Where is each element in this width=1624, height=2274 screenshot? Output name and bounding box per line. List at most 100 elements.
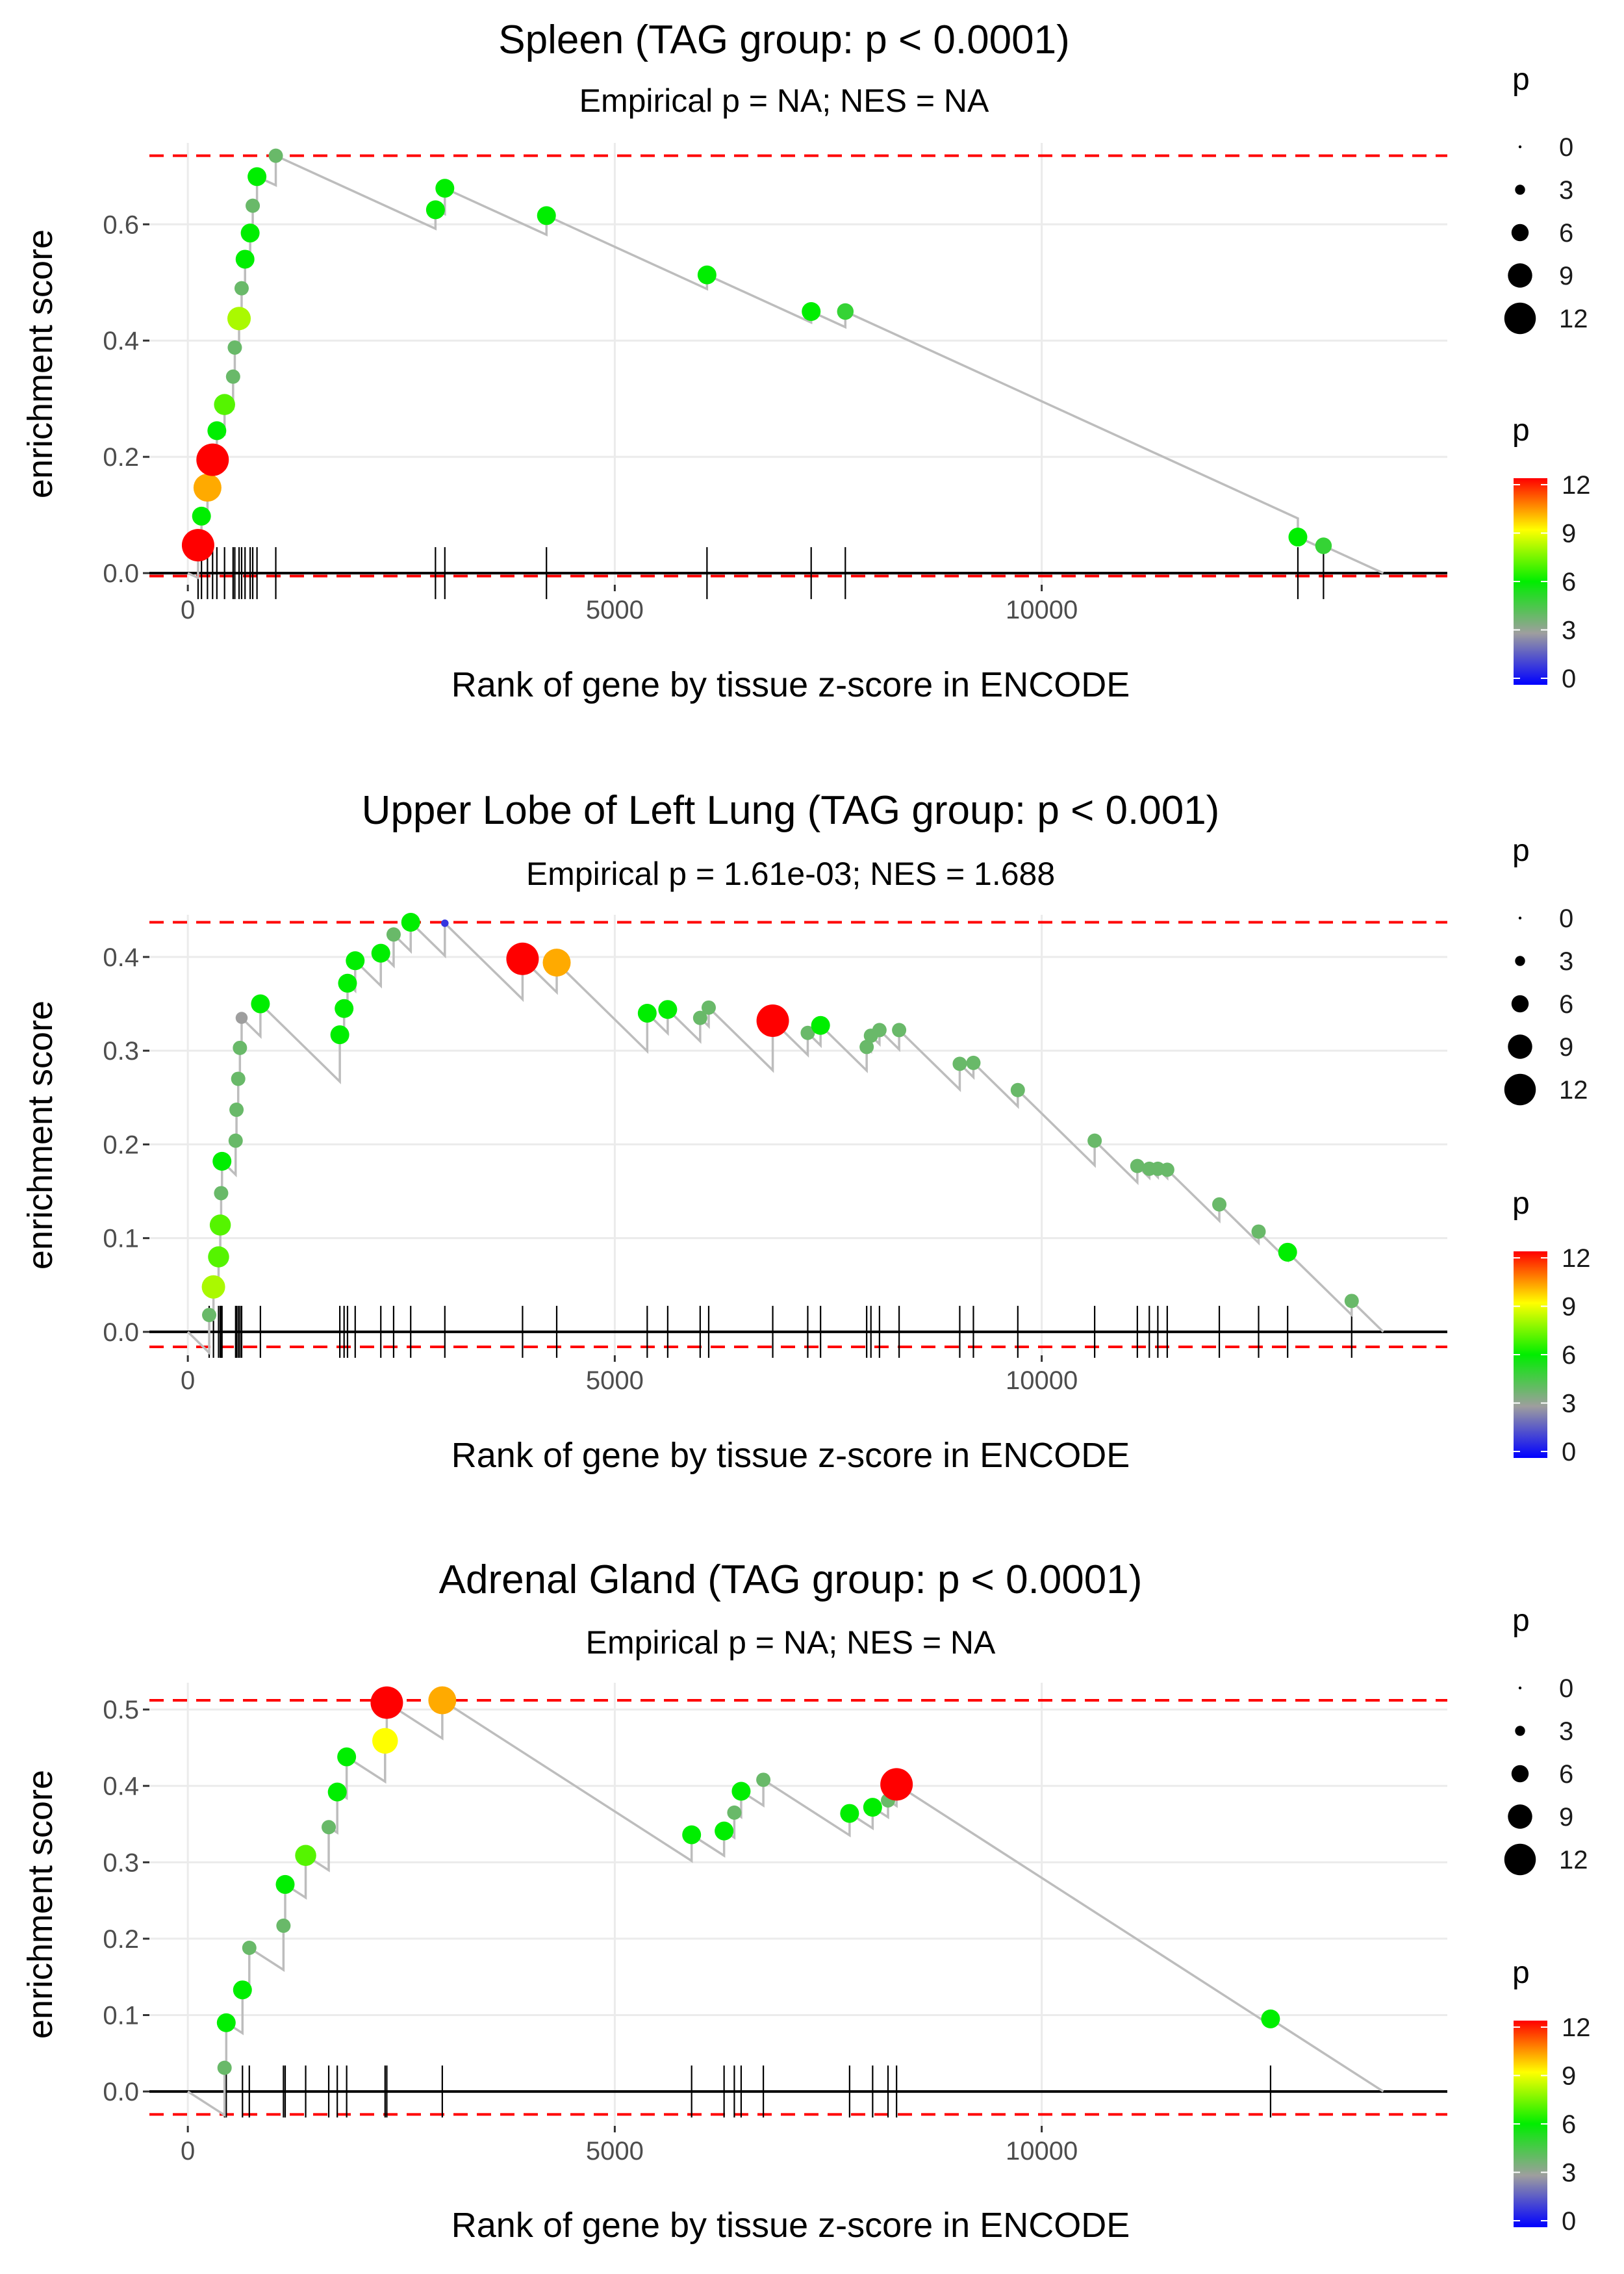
color-legend-label: 3: [1562, 617, 1576, 645]
size-legend-label: 12: [1559, 1846, 1588, 1874]
x-tick-label: 0: [181, 1366, 195, 1395]
gene-rug: [223, 2065, 1272, 2118]
size-legend-title: p: [1512, 1603, 1530, 1638]
y-axis-title: enrichment score: [21, 1770, 60, 2039]
data-point: [658, 1000, 678, 1019]
data-point: [859, 1040, 874, 1054]
size-legend-label: 6: [1559, 990, 1573, 1019]
plot-area: 0.0 0.1 0.2 0.3 0.4 0.5 0 5000 10000: [103, 1683, 1447, 2165]
data-point: [235, 249, 255, 269]
color-legend-label: 9: [1562, 520, 1576, 548]
x-tick-label: 0: [181, 2137, 195, 2165]
size-legend-label: 9: [1559, 1033, 1573, 1062]
data-point: [233, 1980, 252, 2000]
plot-area: 0.0 0.1 0.2 0.3 0.4 0 5000 10000: [103, 913, 1447, 1395]
x-tick-label: 5000: [586, 596, 644, 624]
color-legend: p 12 9 6 3 0: [1512, 413, 1591, 693]
size-legend-label: 3: [1559, 176, 1573, 205]
color-legend-label: 6: [1562, 568, 1576, 596]
size-legend-label: 9: [1559, 262, 1573, 290]
reference-lines: [149, 921, 1447, 1349]
data-point: [425, 200, 445, 220]
data-point: [202, 1307, 217, 1322]
enrichment-path: [187, 1698, 1384, 2117]
data-point: [371, 943, 390, 963]
data-point: [251, 994, 270, 1014]
data-point: [247, 167, 267, 186]
color-legend-label: 12: [1562, 471, 1591, 500]
y-tick-label: 0.4: [103, 327, 139, 355]
color-legend-label: 3: [1562, 2159, 1576, 2188]
y-tick-label: 0.0: [103, 1318, 139, 1347]
data-point: [701, 1000, 716, 1015]
x-axis-ticks: 0 5000 10000: [181, 2126, 1078, 2165]
data-point: [731, 1782, 751, 1801]
data-point: [208, 1246, 229, 1268]
color-legend-label: 9: [1562, 1293, 1576, 1322]
color-legend-title: p: [1512, 413, 1530, 448]
data-point: [231, 1071, 246, 1086]
y-tick-label: 0.0: [103, 2078, 139, 2106]
color-legend-title: p: [1512, 1956, 1530, 1990]
color-legend-label: 0: [1562, 2207, 1576, 2236]
size-legend-key: [1515, 956, 1525, 966]
data-point: [1087, 1133, 1102, 1148]
data-point: [372, 1728, 398, 1754]
reference-lines: [149, 154, 1447, 578]
y-axis-ticks: 0.0 0.2 0.4 0.6: [103, 211, 149, 588]
data-point: [246, 198, 260, 213]
data-point: [542, 949, 571, 977]
data-point: [201, 1275, 225, 1299]
data-point: [242, 1941, 257, 1956]
size-legend-label: 0: [1559, 133, 1573, 162]
size-legend-label: 6: [1559, 219, 1573, 248]
size-legend-key: [1511, 1765, 1529, 1783]
gene-rug: [208, 1305, 1352, 1358]
data-point: [435, 179, 455, 198]
size-legend-key: [1508, 1804, 1532, 1829]
x-tick-label: 10000: [1006, 596, 1078, 624]
data-point: [637, 1003, 657, 1023]
chart-subtitle: Empirical p = 1.61e-03; NES = 1.688: [526, 856, 1055, 892]
size-legend-key: [1504, 302, 1536, 335]
y-tick-label: 0.2: [103, 1925, 139, 1954]
y-tick-label: 0.3: [103, 1037, 139, 1066]
chart-subtitle: Empirical p = NA; NES = NA: [579, 83, 989, 119]
chart-title: Adrenal Gland (TAG group: p < 0.0001): [439, 1557, 1143, 1602]
y-tick-label: 0.2: [103, 443, 139, 472]
y-tick-label: 0.5: [103, 1696, 139, 1724]
data-point: [428, 1686, 457, 1715]
data-point: [193, 474, 222, 502]
data-point: [216, 2013, 236, 2032]
data-point: [181, 529, 214, 562]
y-tick-label: 0.4: [103, 1772, 139, 1801]
data-point: [840, 1804, 859, 1823]
size-legend-key: [1515, 185, 1525, 195]
x-tick-label: 5000: [586, 2137, 644, 2165]
data-point: [682, 1825, 702, 1845]
data-point: [212, 1151, 232, 1171]
enrichment-path: [186, 919, 1384, 1356]
plot-area: 0.0 0.2 0.4 0.6 0 5000 10000: [103, 143, 1447, 624]
data-point: [337, 1747, 357, 1767]
x-tick-label: 10000: [1006, 1366, 1078, 1395]
chart-subtitle: Empirical p = NA; NES = NA: [586, 1624, 996, 1661]
x-axis-title: Rank of gene by tissue z-score in ENCODE: [451, 2206, 1130, 2245]
data-point: [225, 369, 240, 384]
data-point: [1160, 1162, 1174, 1177]
size-legend-key: [1504, 1843, 1536, 1876]
color-legend-title: p: [1512, 1186, 1530, 1221]
data-point: [207, 421, 227, 441]
chart-title: Upper Lobe of Left Lung (TAG group: p < …: [362, 788, 1220, 833]
data-point: [227, 340, 242, 355]
y-tick-label: 0.4: [103, 943, 139, 972]
size-legend-title: p: [1512, 62, 1530, 97]
x-axis-title: Rank of gene by tissue z-score in ENCODE: [451, 665, 1130, 704]
data-point: [217, 2060, 232, 2075]
data-point: [192, 506, 211, 526]
size-legend-label: 12: [1559, 305, 1588, 333]
y-tick-label: 0.3: [103, 1848, 139, 1877]
data-point: [506, 942, 539, 975]
data-point: [697, 265, 717, 285]
data-point: [692, 1010, 707, 1025]
